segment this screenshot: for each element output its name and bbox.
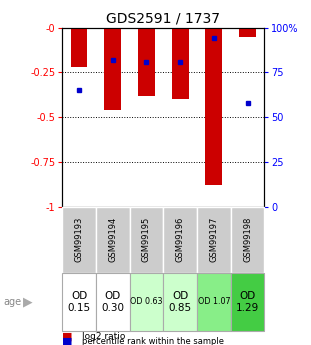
Bar: [71, 28, 87, 67]
Bar: [197, 207, 231, 273]
Text: GSM99197: GSM99197: [209, 217, 218, 263]
Bar: [138, 28, 155, 96]
Text: OD
1.29: OD 1.29: [236, 291, 259, 313]
Bar: [130, 207, 163, 273]
Bar: [96, 207, 130, 273]
Text: ■: ■: [62, 337, 73, 345]
Bar: [130, 273, 163, 331]
Title: GDS2591 / 1737: GDS2591 / 1737: [106, 11, 220, 25]
Text: OD 1.07: OD 1.07: [197, 297, 230, 306]
Bar: [231, 273, 264, 331]
Text: OD
0.15: OD 0.15: [67, 291, 91, 313]
Text: OD 0.63: OD 0.63: [130, 297, 163, 306]
Text: GSM99195: GSM99195: [142, 217, 151, 263]
Bar: [163, 207, 197, 273]
Text: OD
0.30: OD 0.30: [101, 291, 124, 313]
Bar: [205, 28, 222, 186]
Text: percentile rank within the sample: percentile rank within the sample: [82, 337, 225, 345]
Text: GSM99194: GSM99194: [108, 217, 117, 263]
Bar: [239, 28, 256, 37]
Bar: [62, 207, 96, 273]
Bar: [172, 28, 188, 99]
Bar: [163, 273, 197, 331]
Bar: [231, 207, 264, 273]
Text: ▶: ▶: [23, 295, 33, 308]
Text: OD
0.85: OD 0.85: [169, 291, 192, 313]
Text: GSM99198: GSM99198: [243, 217, 252, 263]
Text: ■: ■: [62, 332, 73, 341]
Bar: [104, 28, 121, 110]
Bar: [62, 273, 96, 331]
Text: GSM99196: GSM99196: [176, 217, 185, 263]
Bar: [197, 273, 231, 331]
Text: age: age: [3, 297, 21, 307]
Text: log2 ratio: log2 ratio: [82, 332, 126, 341]
Bar: [96, 273, 130, 331]
Text: GSM99193: GSM99193: [75, 217, 84, 263]
